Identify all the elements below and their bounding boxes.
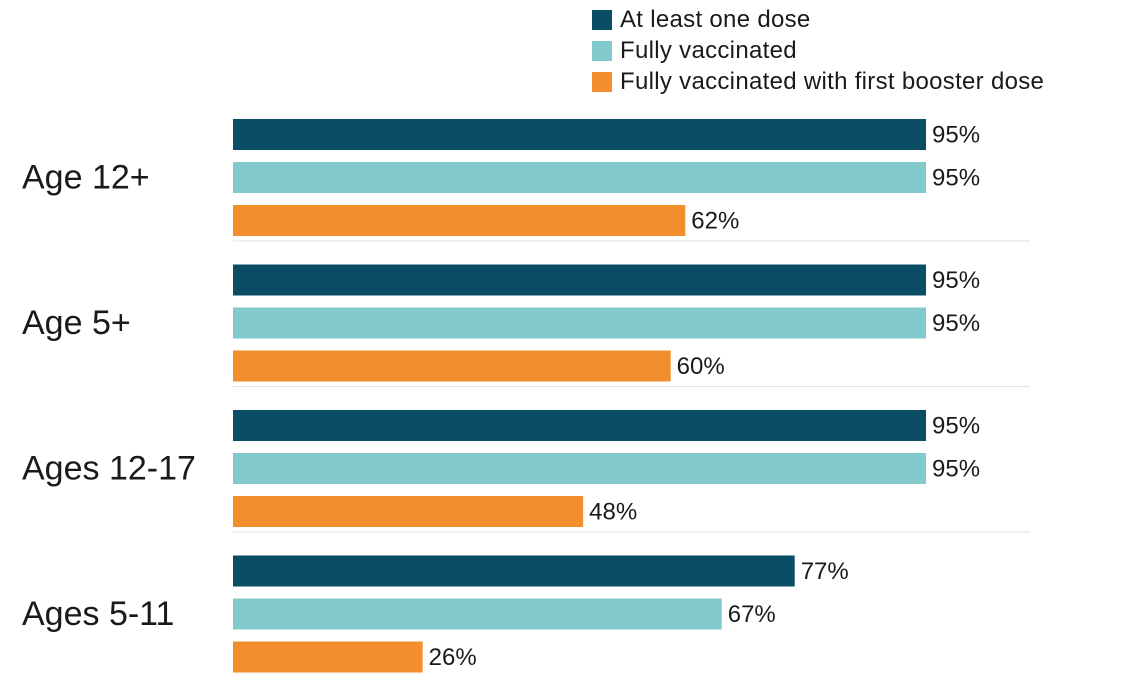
data-label: 48%: [589, 499, 637, 526]
bar-at-least-one-dose-ages-5-11: [233, 555, 795, 587]
bar-fully-vaccinated-with-first-booster-dose-ages-5-11: [233, 641, 423, 673]
data-label: 95%: [932, 413, 980, 440]
data-label: 95%: [932, 456, 980, 483]
data-label: 77%: [801, 558, 849, 585]
bar-fully-vaccinated-with-first-booster-dose-age-5: [233, 350, 671, 382]
data-label: 67%: [728, 601, 776, 628]
data-label: 95%: [932, 310, 980, 337]
category-label-ages-5-11: Ages 5-11: [22, 595, 174, 633]
legend-label: Fully vaccinated: [620, 36, 797, 64]
category-label-age-12: Age 12+: [22, 159, 150, 197]
data-label: 62%: [691, 208, 739, 235]
legend-swatch: [592, 9, 612, 30]
bar-at-least-one-dose-age-5: [233, 264, 926, 296]
data-label: 95%: [932, 267, 980, 294]
bar-fully-vaccinated-with-first-booster-dose-ages-12-17: [233, 496, 584, 527]
bar-fully-vaccinated-with-first-booster-dose-age-12: [233, 205, 686, 236]
legend-item-booster-dose: Fully vaccinated with first booster dose: [592, 66, 1044, 97]
legend-item-at-least-one-dose: At least one dose: [592, 4, 1044, 35]
legend-label: Fully vaccinated with first booster dose: [620, 67, 1045, 95]
bar-at-least-one-dose-age-12: [233, 119, 926, 150]
legend-label: At least one dose: [620, 5, 811, 33]
category-label-age-5: Age 5+: [22, 304, 131, 342]
data-label: 95%: [932, 165, 980, 192]
bar-fully-vaccinated-age-5: [233, 307, 926, 339]
data-label: 95%: [932, 122, 980, 149]
bar-at-least-one-dose-ages-12-17: [233, 410, 926, 441]
chart-legend: At least one dose Fully vaccinated Fully…: [592, 4, 1044, 97]
data-label: 26%: [429, 644, 477, 671]
bar-fully-vaccinated-ages-5-11: [233, 598, 722, 630]
bar-fully-vaccinated-ages-12-17: [233, 453, 926, 484]
data-label: 60%: [677, 353, 725, 380]
legend-swatch: [592, 71, 612, 92]
bar-fully-vaccinated-age-12: [233, 162, 926, 193]
legend-item-fully-vaccinated: Fully vaccinated: [592, 35, 1044, 66]
legend-swatch: [592, 40, 612, 61]
category-label-ages-12-17: Ages 12-17: [22, 450, 196, 488]
